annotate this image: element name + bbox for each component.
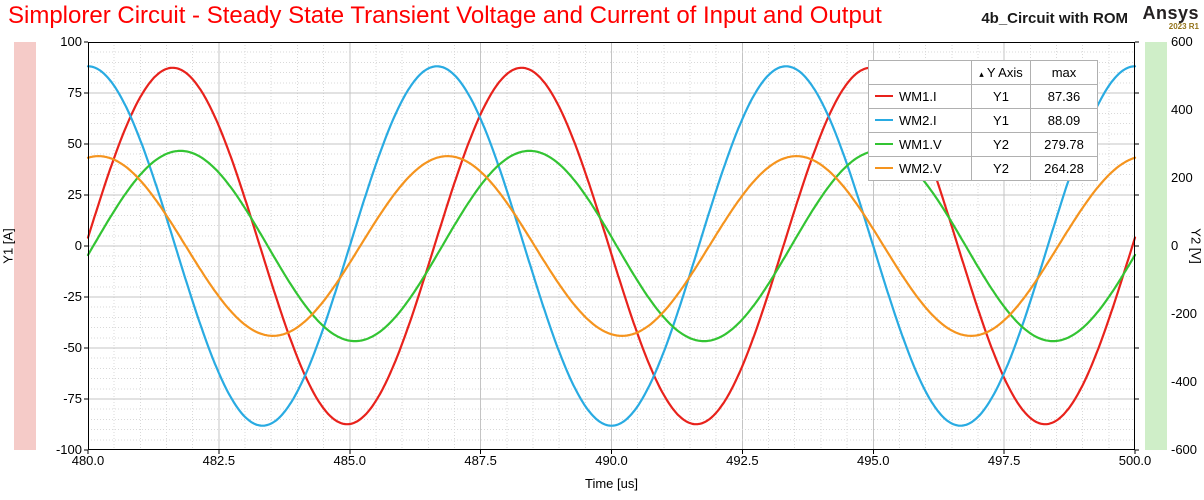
series-color-line (875, 167, 893, 170)
legend-row[interactable]: WM2.V Y2 264.28 (868, 156, 1098, 181)
ansys-logo-brand: Ansys (1142, 3, 1199, 23)
y1-axis-color-band (14, 42, 36, 450)
plot-border (88, 42, 1135, 450)
series-name: WM2.V (899, 161, 942, 176)
legend-header-max[interactable]: max (1030, 60, 1098, 85)
ansys-logo: Ansys 2023 R1 (1142, 4, 1199, 31)
series-color-line (875, 119, 893, 122)
series-yaxis: Y1 (971, 84, 1031, 109)
ansys-logo-version: 2023 R1 (1168, 22, 1199, 31)
curve-WM2.I[interactable] (86, 65, 1137, 427)
series-yaxis: Y1 (971, 108, 1031, 133)
legend-row[interactable]: WM1.I Y1 87.36 (868, 84, 1098, 109)
legend-row[interactable]: WM1.V Y2 279.78 (868, 132, 1098, 157)
series-color-line (875, 95, 893, 98)
series-max-value: 88.09 (1030, 108, 1098, 133)
y2-axis-color-band (1145, 42, 1167, 450)
series-max-value: 87.36 (1030, 84, 1098, 109)
series-yaxis: Y2 (971, 132, 1031, 157)
x-axis-title: Time [us] (585, 476, 638, 491)
series-yaxis: Y2 (971, 156, 1031, 181)
series-name: WM1.V (899, 137, 942, 152)
sort-ascending-icon: ▴ (979, 69, 984, 79)
legend-header-name[interactable] (868, 60, 972, 85)
series-color-line (875, 143, 893, 146)
curve-WM2.V[interactable] (86, 155, 1137, 337)
plot-title: Simplorer Circuit - Steady State Transie… (8, 2, 882, 29)
series-name: WM1.I (899, 89, 937, 104)
curve-WM1.I[interactable] (86, 66, 1137, 426)
design-name: 4b_Circuit with ROM (981, 10, 1128, 27)
legend-header-row: ▴ Y Axis max (868, 60, 1098, 85)
series-max-value: 264.28 (1030, 156, 1098, 181)
series-name: WM2.I (899, 113, 937, 128)
legend-header-yaxis-label: Y Axis (986, 65, 1023, 80)
series-max-value: 279.78 (1030, 132, 1098, 157)
legend-header-yaxis[interactable]: ▴ Y Axis (971, 60, 1031, 85)
curve-WM1.V[interactable] (86, 149, 1137, 343)
legend-row[interactable]: WM2.I Y1 88.09 (868, 108, 1098, 133)
legend: ▴ Y Axis max WM1.I Y1 87.36 WM2.I Y1 88.09 WM1.… (868, 60, 1098, 181)
